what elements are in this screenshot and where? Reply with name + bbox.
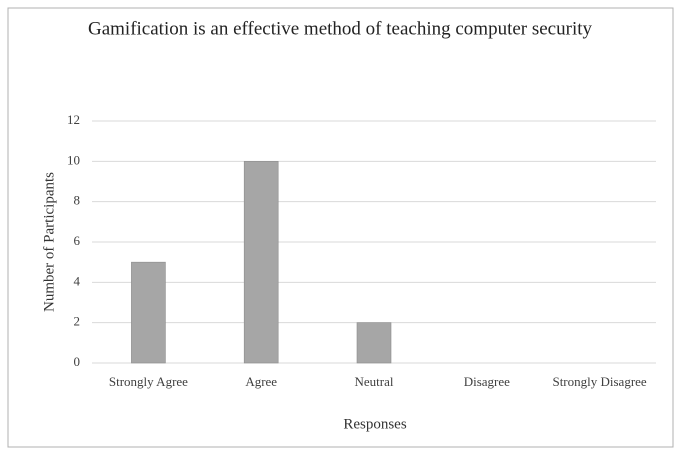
y-axis-title: Number of Participants [41, 172, 57, 312]
bar [243, 161, 279, 364]
y-tick-label: 4 [74, 273, 81, 288]
y-tick-label: 10 [67, 152, 80, 167]
y-tick-label: 2 [74, 314, 81, 329]
x-tick-label: Strongly Disagree [552, 374, 646, 389]
x-tick-label: Neutral [355, 374, 394, 389]
bar [356, 322, 392, 364]
x-axis-title: Responses [343, 416, 406, 432]
bar [131, 261, 166, 364]
y-tick-label: 8 [74, 193, 81, 208]
x-tick-label: Strongly Agree [109, 374, 188, 389]
chart-title: Gamification is an effective method of t… [88, 18, 593, 39]
y-tick-label: 6 [74, 233, 81, 248]
y-tick-label: 12 [67, 112, 80, 127]
x-tick-label: Disagree [464, 374, 510, 389]
chart-frame [7, 7, 674, 448]
x-tick-label: Agree [245, 374, 277, 389]
y-tick-label: 0 [74, 354, 81, 369]
